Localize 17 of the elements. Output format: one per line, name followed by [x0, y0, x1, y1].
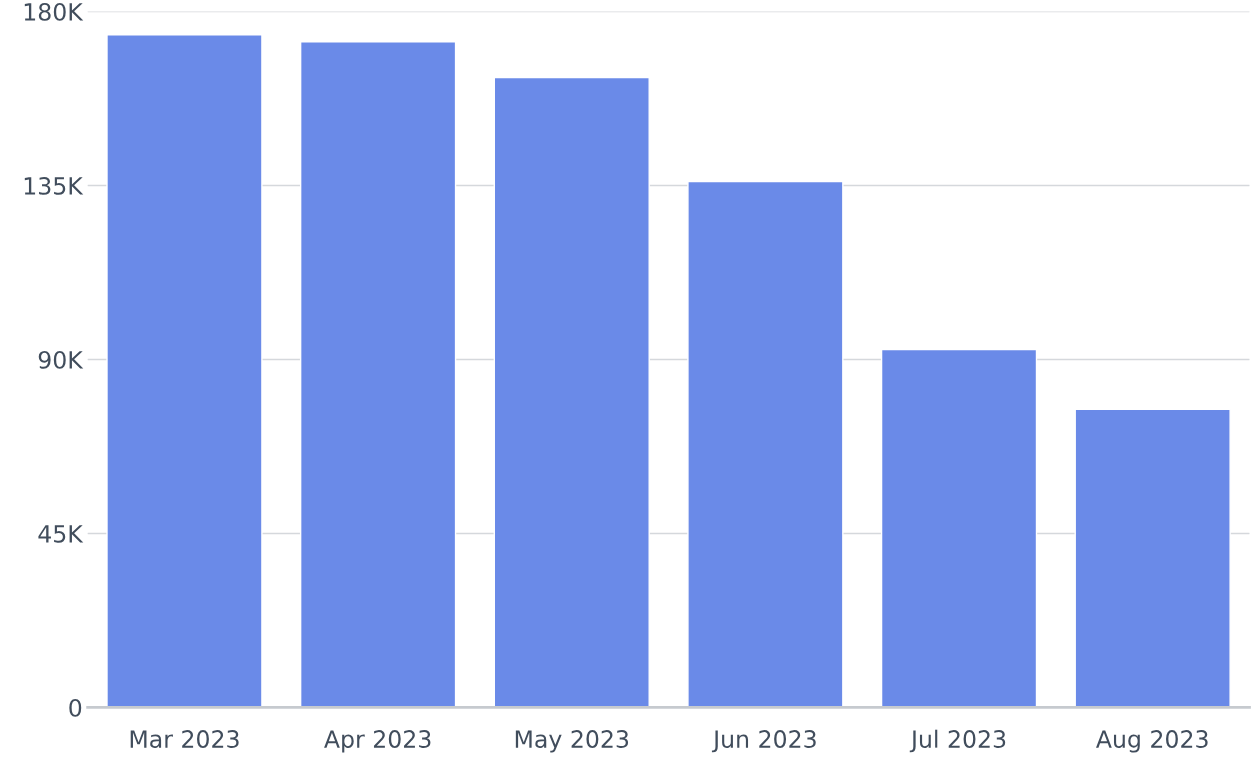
bar: [493, 76, 650, 708]
y-tick-label: 90K: [38, 350, 84, 369]
x-tick-label: May 2023: [515, 730, 629, 753]
x-tick-label: Jun 2023: [711, 730, 816, 753]
y-tick-label: 135K: [24, 176, 84, 195]
x-tick-label: Mar 2023: [130, 730, 239, 748]
x-tick-label: Jul 2023: [909, 729, 1006, 753]
bar: [687, 180, 844, 708]
bar: [299, 40, 457, 708]
y-tick-label: 180K: [24, 2, 84, 21]
x-tick-label: Apr 2023: [324, 730, 431, 753]
y-tick-label: 45K: [38, 525, 84, 543]
bar: [1074, 408, 1231, 708]
x-tick-label: Aug 2023: [1096, 730, 1208, 753]
y-tick-label: 0: [69, 698, 82, 717]
bar: [106, 34, 263, 708]
bar: [880, 348, 1038, 708]
